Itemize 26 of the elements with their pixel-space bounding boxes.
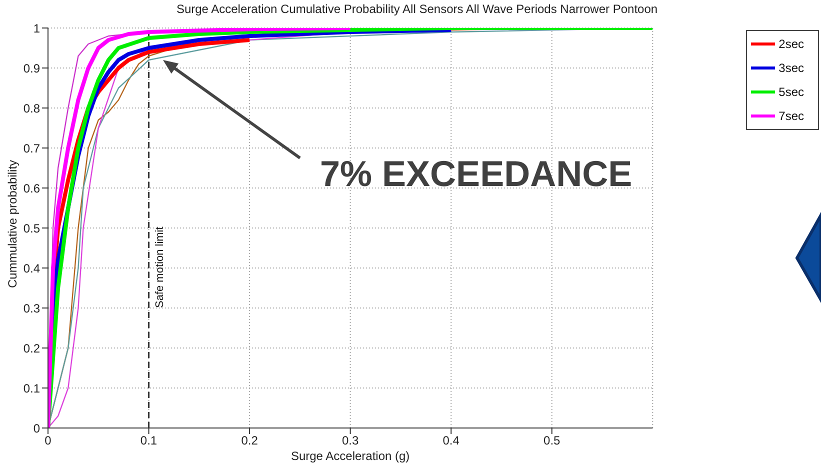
chart-title: Surge Acceleration Cumulative Probability All Sensors All Wave Periods Narrower Pontoon bbox=[175, 2, 659, 16]
y-tick-label: 0.9 bbox=[23, 61, 40, 76]
annotation: 7% EXCEEDANCE bbox=[320, 153, 632, 194]
y-tick-label: 0.4 bbox=[23, 261, 40, 276]
y-tick-label: 0.5 bbox=[23, 221, 40, 236]
x-tick-label: 0.2 bbox=[241, 434, 258, 448]
y-axis-title: Cummulative probability bbox=[5, 160, 20, 288]
legend-label: 3sec bbox=[778, 61, 804, 76]
y-tick-label: 1 bbox=[33, 21, 40, 36]
legend-label: 5sec bbox=[778, 85, 804, 100]
x-tick-label: 0.4 bbox=[442, 434, 460, 448]
x-tick-label: 0.1 bbox=[140, 434, 158, 448]
x-tick-label: 0.5 bbox=[544, 434, 561, 448]
x-axis-title: Surge Acceleration (g) bbox=[290, 449, 410, 463]
x-tick-label: 0.3 bbox=[342, 434, 359, 448]
y-tick-label: 0.3 bbox=[23, 301, 40, 316]
y-tick-label: 0.8 bbox=[23, 101, 40, 116]
x-tick-label: 0 bbox=[44, 434, 52, 448]
ref-line-label: Safe motion limit bbox=[154, 226, 166, 308]
legend-label: 2sec bbox=[778, 37, 804, 52]
y-tick-label: 0.2 bbox=[23, 341, 40, 356]
y-tick-label: 0.1 bbox=[23, 381, 40, 396]
y-tick-label: 0.7 bbox=[23, 141, 40, 156]
y-tick-label: 0.6 bbox=[23, 181, 40, 196]
y-tick-label: 0 bbox=[33, 421, 40, 436]
legend-label: 7sec bbox=[778, 109, 804, 124]
